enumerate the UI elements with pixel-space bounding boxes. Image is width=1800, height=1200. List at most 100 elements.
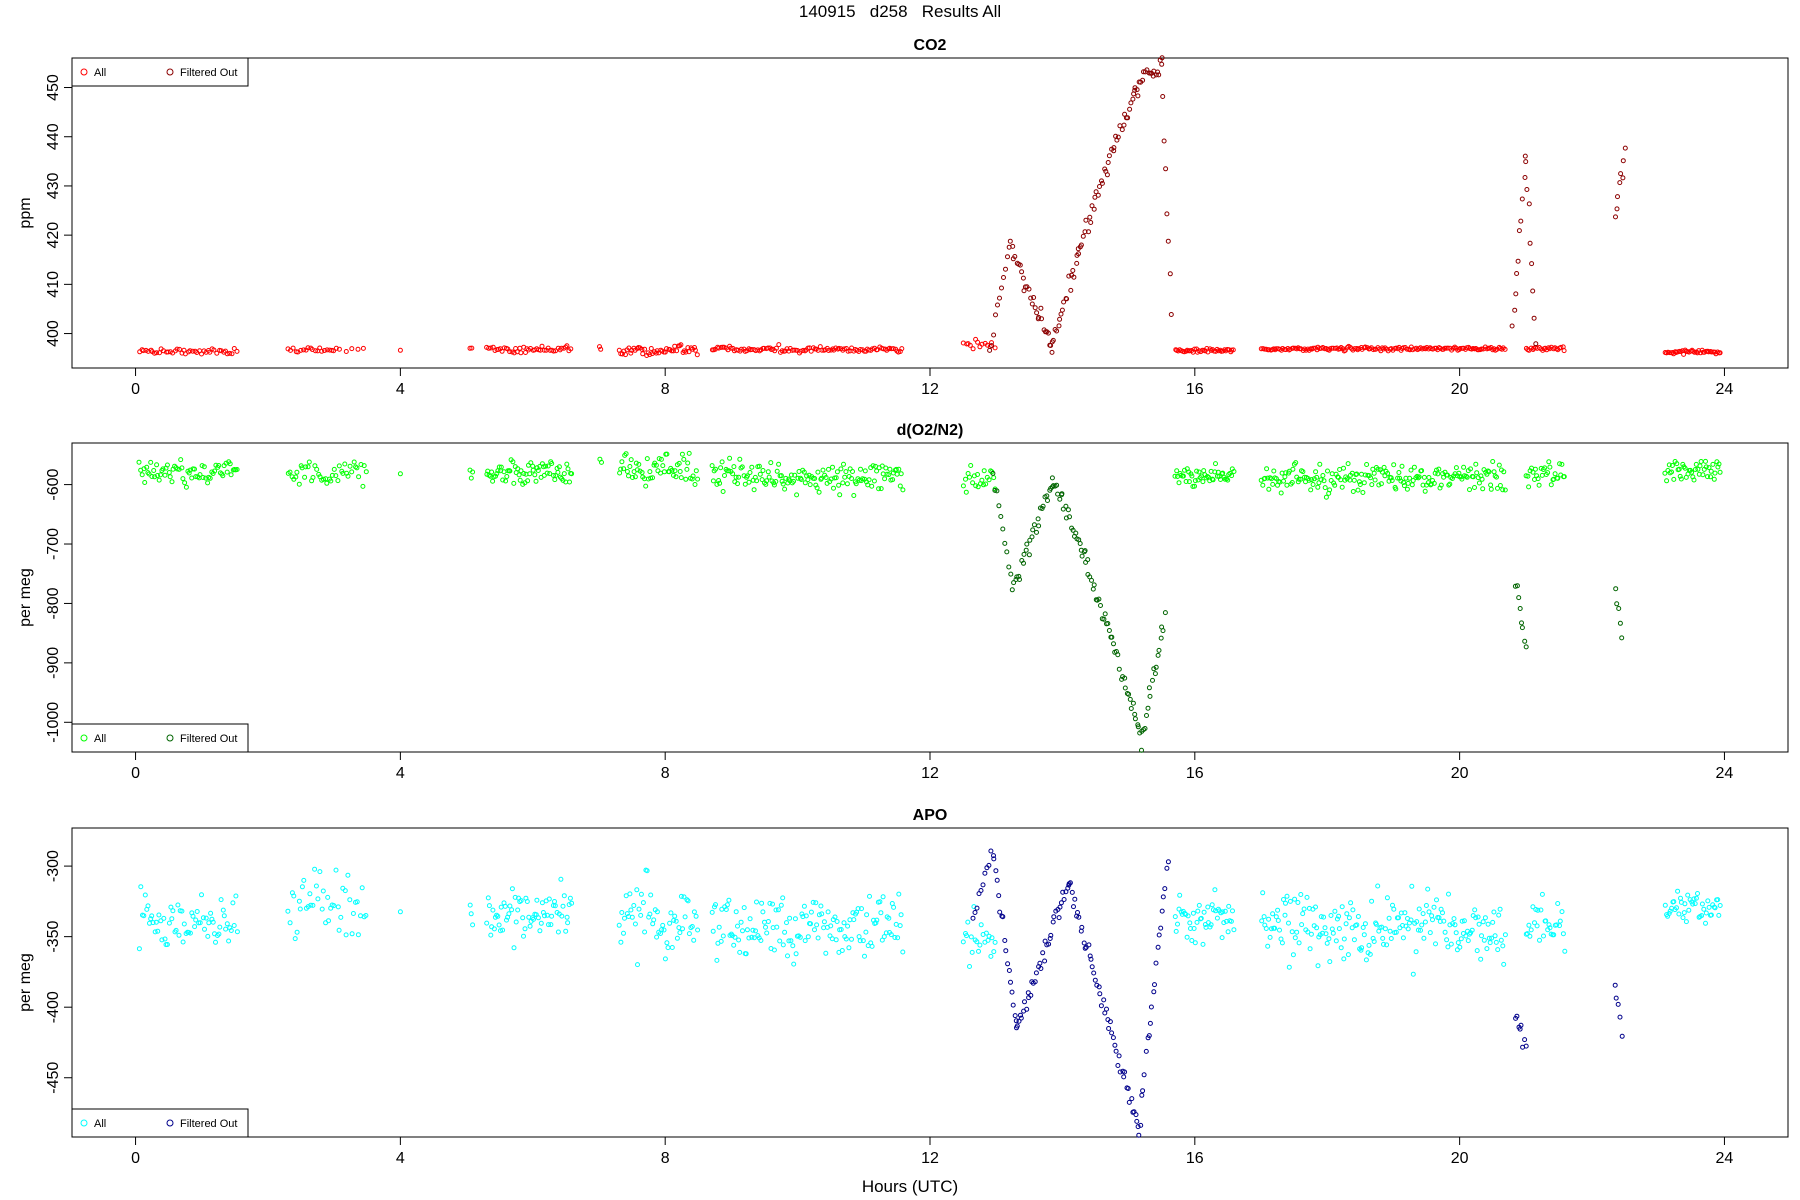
- data-point-all: [226, 938, 232, 944]
- data-point-filtered: [1519, 620, 1524, 626]
- data-point-filtered: [1044, 493, 1050, 499]
- data-point-all: [178, 457, 184, 463]
- data-point-all: [981, 468, 987, 474]
- data-point-all: [488, 473, 493, 479]
- data-point-all: [636, 461, 642, 467]
- data-point-all: [1502, 346, 1508, 352]
- data-point-filtered: [1074, 260, 1080, 266]
- data-point-all: [1703, 464, 1709, 470]
- data-point-filtered: [1518, 1022, 1524, 1028]
- data-point-all: [155, 928, 161, 934]
- data-point-filtered: [1105, 160, 1111, 165]
- data-point-all: [305, 464, 311, 470]
- data-point-all: [136, 459, 142, 465]
- data-point-all: [308, 902, 314, 908]
- data-point-all: [849, 476, 854, 481]
- data-point-all: [1712, 905, 1718, 911]
- data-point-all: [1502, 932, 1508, 938]
- data-point-all: [977, 344, 983, 350]
- data-point-all: [158, 918, 164, 924]
- data-point-filtered: [1089, 577, 1094, 583]
- data-point-all: [312, 866, 318, 872]
- data-point-filtered: [1101, 616, 1107, 622]
- data-point-all: [500, 927, 506, 933]
- data-point-all: [153, 919, 159, 925]
- data-point-all: [1225, 477, 1231, 483]
- data-point-all: [867, 893, 872, 899]
- data-point-all: [710, 928, 716, 934]
- data-point-filtered: [1116, 1053, 1122, 1059]
- data-point-all: [1200, 479, 1206, 485]
- data-point-filtered: [1077, 541, 1083, 546]
- data-point-filtered: [1148, 1004, 1154, 1010]
- data-point-all: [643, 483, 649, 489]
- data-point-all: [802, 480, 808, 486]
- data-point-all: [150, 920, 156, 926]
- data-point-all: [1397, 925, 1403, 931]
- data-point-all: [1482, 915, 1488, 921]
- data-point-all: [778, 473, 784, 479]
- data-point-all: [975, 484, 981, 490]
- data-point-all: [1390, 902, 1395, 908]
- data-point-all: [1489, 935, 1495, 941]
- data-point-all: [647, 469, 653, 475]
- data-point-all: [1408, 917, 1414, 923]
- data-point-filtered: [1122, 675, 1128, 681]
- data-point-all: [728, 345, 734, 351]
- data-point-filtered: [1087, 953, 1093, 959]
- data-point-all: [830, 464, 835, 470]
- x-tick-label: 8: [661, 381, 670, 398]
- data-point-all: [1325, 468, 1330, 474]
- data-point-all: [1675, 888, 1681, 894]
- data-point-filtered: [1161, 138, 1167, 144]
- data-point-all: [1427, 930, 1433, 936]
- data-point-filtered: [1000, 914, 1006, 920]
- data-point-filtered: [1127, 106, 1133, 112]
- data-point-all: [1296, 940, 1302, 946]
- data-point-all: [1413, 475, 1419, 481]
- data-point-all: [1192, 346, 1197, 352]
- data-point-all: [653, 350, 659, 356]
- x-tick-label: 12: [921, 381, 939, 398]
- data-point-all: [165, 349, 171, 355]
- y-tick-label: -800: [45, 587, 62, 619]
- data-point-all: [1354, 922, 1360, 928]
- data-point-all: [1712, 470, 1718, 476]
- data-point-all: [1300, 469, 1306, 475]
- panel-title: APO: [913, 807, 948, 824]
- data-point-all: [1705, 474, 1710, 480]
- data-point-all: [1230, 908, 1235, 914]
- data-point-all: [1461, 918, 1467, 924]
- data-point-all: [360, 483, 366, 489]
- data-point-all: [301, 877, 307, 883]
- data-point-all: [1548, 482, 1554, 488]
- data-point-filtered: [1155, 944, 1161, 950]
- data-point-all: [1701, 906, 1707, 912]
- data-point-all: [1451, 916, 1457, 922]
- data-point-filtered: [1139, 1092, 1145, 1098]
- data-point-filtered: [1110, 1035, 1116, 1041]
- data-point-all: [978, 922, 984, 928]
- data-point-filtered: [1017, 577, 1022, 582]
- legend-entry: All: [94, 733, 106, 745]
- data-point-all: [1434, 897, 1439, 903]
- data-point-all: [599, 459, 604, 465]
- data-point-filtered: [1010, 1002, 1016, 1008]
- data-point-filtered: [1060, 506, 1066, 512]
- y-tick-label: 420: [45, 222, 62, 249]
- data-point-all: [677, 930, 683, 936]
- legend-entry: Filtered Out: [180, 67, 237, 79]
- data-point-all: [1387, 928, 1393, 934]
- panel-1: d(O2/N2)0 4 8 12 16 20 24-600-700-800-900-1000…: [17, 422, 1789, 782]
- data-point-filtered: [1132, 87, 1138, 93]
- data-point-all: [644, 456, 650, 462]
- data-point-filtered: [1134, 87, 1140, 93]
- data-point-all: [791, 347, 797, 353]
- data-point-all: [1692, 901, 1698, 907]
- data-point-filtered: [1099, 180, 1105, 186]
- x-tick-label: 24: [1716, 1150, 1734, 1167]
- data-point-all: [658, 470, 663, 476]
- data-point-all: [324, 347, 330, 353]
- data-point-all: [661, 927, 667, 933]
- data-point-all: [1343, 921, 1349, 927]
